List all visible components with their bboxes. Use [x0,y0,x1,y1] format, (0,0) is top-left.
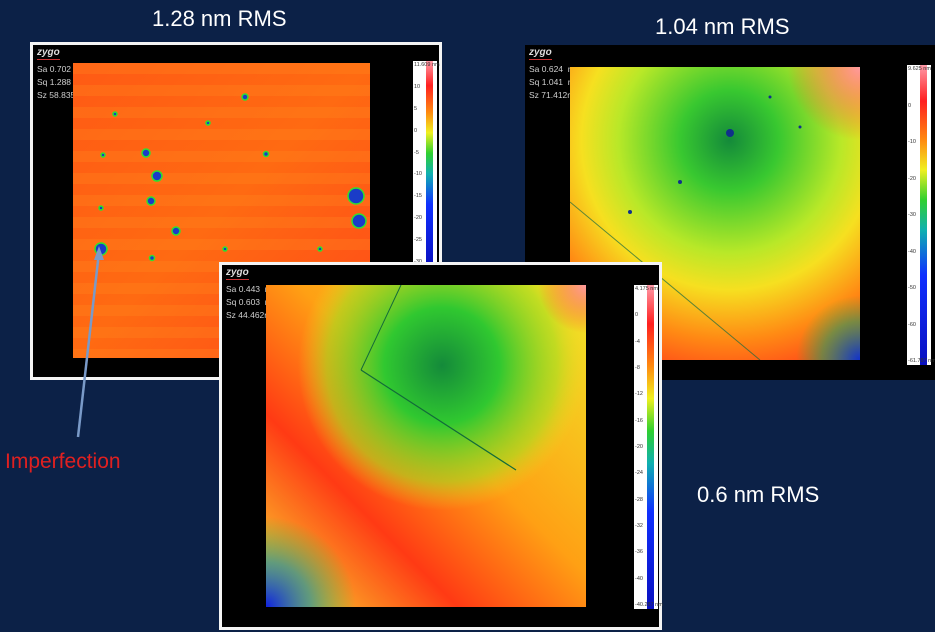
scale-label: -61.787 nm [908,358,935,364]
scale-label: -40 [635,575,643,582]
color-scale: 9.625 nm 0 -10 -20 -30 -40 -50 -60 -61.787 nm [907,65,935,365]
panel-title: 1.28 nm RMS [152,6,287,31]
scale-label: -20 [414,215,422,222]
scale-label: -16 [635,417,643,424]
scale-label: -40.287 nm [635,602,663,608]
scale-label: -36 [635,549,643,556]
scale-label: -20 [635,444,643,450]
logo: zygo [37,47,60,60]
scale-label: 4.175 nm [635,286,658,292]
scale-label: -32 [635,523,643,529]
scale-label: -5 [414,149,419,156]
logo: zygo [529,47,552,60]
scale-label: -24 [635,470,643,477]
annotation: Imperfection [5,450,121,473]
scale-label: -10 [414,171,422,178]
scale-label: -40 [908,248,916,255]
stat: Sz 58.835nm [37,90,88,100]
scale-label: -60 [908,321,916,328]
scale-label: 9.625 nm [908,66,931,72]
scale-label: -4 [635,338,640,345]
panel-title: 1.04 nm RMS [655,14,790,39]
scale-label: -28 [635,496,643,503]
scale-label: -25 [414,237,422,244]
scale-label: 0 [414,127,418,134]
surface-map [266,285,586,607]
scale-label: -12 [635,391,643,398]
scale-label: 0 [635,312,639,319]
scale-label: -50 [908,285,916,291]
panel-title: 0.6 nm RMS [697,482,820,507]
scale-label: -8 [635,365,640,371]
scale-label: -20 [908,175,916,182]
stat: Sz 44.462nm [226,310,277,320]
scale-label: -15 [414,193,422,200]
color-scale: 4.175 nm 0 -4 -8 -12 -16 -20 -24 -28 -32 -36 -40 -40… [634,285,663,609]
logo: zygo [226,267,249,280]
scale-label: -10 [908,139,916,145]
scale-label: 10 [414,83,421,90]
scale-label: 5 [414,105,418,112]
scale-label: 11.609 nm [414,62,440,68]
scale-label: 0 [908,102,912,109]
scale-label: -30 [908,212,916,218]
surface-map-panel: zygo Sa 0.443 nm Sq 0.603 nm Sz 44.462nm 4… [219,262,663,630]
stat: Sz 71.412nm [529,90,580,100]
